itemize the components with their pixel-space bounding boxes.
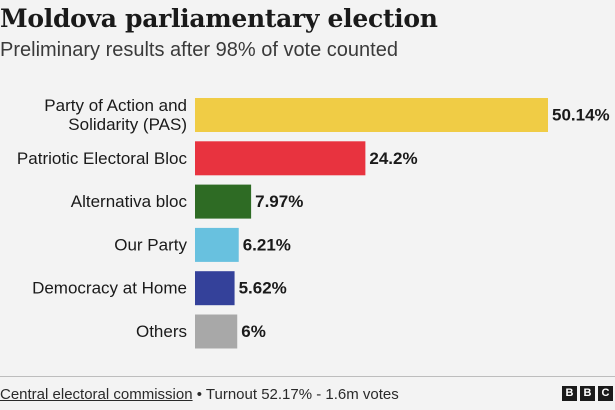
value-label-2: 7.97% xyxy=(255,192,303,211)
bar-3 xyxy=(195,227,239,262)
source-link[interactable]: Central electoral commission xyxy=(0,386,193,403)
category-label-2: Alternativa bloc xyxy=(71,192,188,211)
value-label-4: 5.62% xyxy=(239,279,287,298)
chart-subtitle: Preliminary results after 98% of vote co… xyxy=(0,39,398,61)
footer-note: • Turnout 52.17% - 1.6m votes xyxy=(192,386,399,403)
bbc-logo-letter-3: C xyxy=(598,386,613,401)
category-label-0-line-0: Party of Action and xyxy=(44,96,187,115)
category-label-3: Our Party xyxy=(114,235,187,254)
value-label-3: 6.21% xyxy=(243,235,291,254)
category-label-5: Others xyxy=(136,322,187,341)
footer-divider xyxy=(0,376,615,377)
bar-2 xyxy=(195,184,252,219)
category-label-1: Patriotic Electoral Bloc xyxy=(17,149,188,168)
category-label-4: Democracy at Home xyxy=(32,279,187,298)
bar-5 xyxy=(195,314,238,349)
bar-4 xyxy=(195,271,235,306)
bbc-logo-letter-1: B xyxy=(562,386,577,401)
category-label-0-line-1: Solidarity (PAS) xyxy=(68,115,187,134)
footer: Central electoral commission • Turnout 5… xyxy=(0,386,399,403)
bbc-logo-letter-2: B xyxy=(580,386,595,401)
value-label-5: 6% xyxy=(241,322,266,341)
value-label-1: 24.2% xyxy=(369,149,417,168)
bar-1 xyxy=(195,141,366,176)
bar-0 xyxy=(195,98,548,132)
bbc-logo: B B C xyxy=(562,386,613,401)
chart-title: Moldova parliamentary election xyxy=(0,4,438,33)
value-label-0: 50.14% xyxy=(552,106,610,125)
